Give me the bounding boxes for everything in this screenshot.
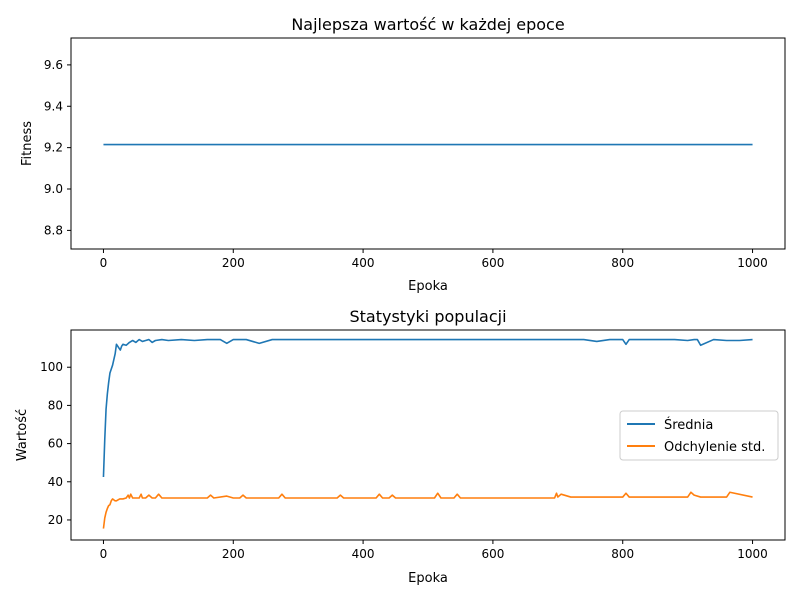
x-tick-label: 400 bbox=[352, 547, 375, 561]
x-tick-label: 0 bbox=[100, 547, 108, 561]
y-tick-label: 60 bbox=[48, 437, 63, 451]
y-tick-label: 100 bbox=[40, 360, 63, 374]
x-tick-label: 200 bbox=[222, 256, 245, 270]
series-line-primary bbox=[102, 338, 753, 478]
x-tick-label: 600 bbox=[481, 547, 504, 561]
y-tick-label: 9.2 bbox=[44, 141, 63, 155]
x-tick-label: 600 bbox=[481, 256, 504, 270]
axes-frame bbox=[70, 329, 786, 541]
best-fitness-chart: Najlepsza wartość w każdej epoce 0 200 400… bbox=[20, 15, 786, 294]
x-tick-label: 0 bbox=[100, 256, 108, 270]
legend: Średnia Odchylenie std. bbox=[619, 410, 779, 461]
y-tick-label: 8.8 bbox=[44, 223, 63, 237]
y-tick-label: 20 bbox=[48, 513, 63, 527]
x-axis-label: Epoka bbox=[408, 279, 448, 294]
x-tick-label: 1000 bbox=[737, 547, 768, 561]
legend-label-mean: Średnia bbox=[664, 417, 713, 433]
x-tick-label: 200 bbox=[222, 547, 245, 561]
y-tick-label: 9.0 bbox=[44, 182, 63, 196]
y-axis-label: Wartość bbox=[15, 409, 30, 461]
legend-box bbox=[619, 410, 779, 461]
legend-label-std: Odchylenie std. bbox=[664, 440, 765, 455]
axes-frame bbox=[70, 37, 786, 250]
y-tick-label: 40 bbox=[48, 475, 63, 489]
y-tick-label: 9.6 bbox=[44, 58, 63, 72]
x-tick-label: 800 bbox=[611, 256, 634, 270]
population-stats-chart: Statystyki populacji 0 200 400 600 800 1000 20… bbox=[15, 307, 786, 586]
chart-title: Najlepsza wartość w każdej epoce bbox=[291, 15, 564, 34]
x-tick-label: 800 bbox=[611, 547, 634, 561]
x-tick-label: 400 bbox=[352, 256, 375, 270]
chart-title: Statystyki populacji bbox=[349, 307, 506, 326]
x-axis-label: Epoka bbox=[408, 571, 448, 586]
y-tick-label: 80 bbox=[48, 398, 63, 412]
y-axis-label: Fitness bbox=[20, 121, 35, 166]
series-line-secondary bbox=[102, 491, 753, 529]
x-tick-label: 1000 bbox=[737, 256, 768, 270]
y-tick-label: 9.4 bbox=[44, 99, 63, 113]
